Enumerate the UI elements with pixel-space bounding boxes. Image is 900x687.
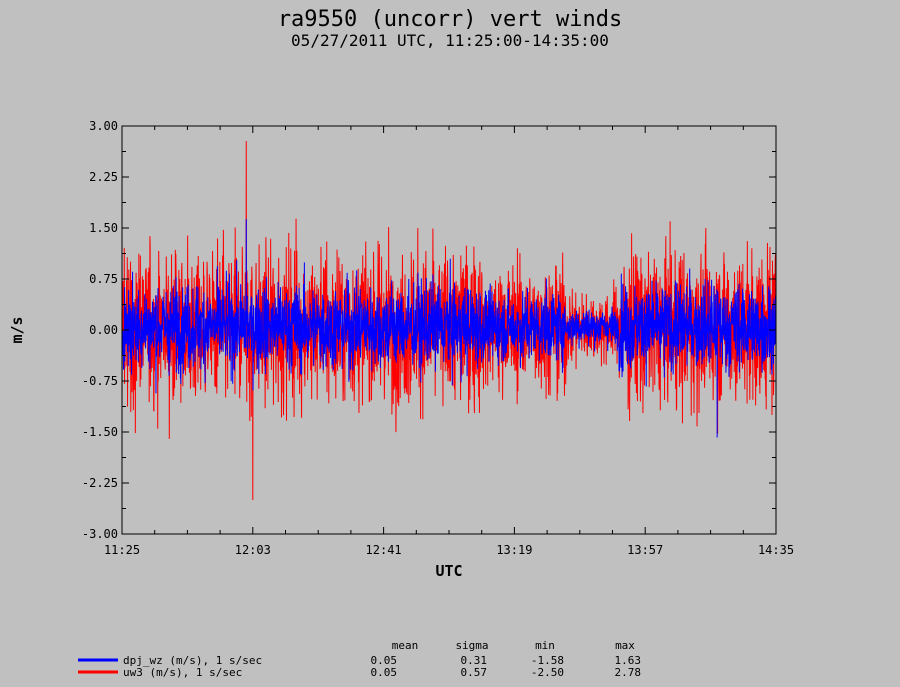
ticks-layer: 3.00 2.25 1.50 0.75 0.00 -0.75 -1.50 -2.25 -3.00… xyxy=(82,119,794,557)
x-tick-label: 12:41 xyxy=(366,543,402,557)
stat-min: -2.50 xyxy=(531,666,564,679)
y-tick: -1.50 xyxy=(82,425,776,439)
legend-label: dpj_wz (m/s), 1 s/sec xyxy=(123,654,262,667)
x-tick-label: 12:03 xyxy=(235,543,271,557)
series-layer xyxy=(121,140,777,501)
series-line-dpj-wz xyxy=(121,219,777,438)
stat-min: -1.58 xyxy=(531,654,564,667)
y-tick: -3.00 xyxy=(82,527,776,541)
y-tick-label: 0.00 xyxy=(89,323,118,337)
y-axis-label: m/s xyxy=(8,316,26,343)
x-tick-label: 11:25 xyxy=(104,543,140,557)
stat-max: 2.78 xyxy=(615,666,642,679)
y-tick-label: -3.00 xyxy=(82,527,118,541)
y-tick-label: -1.50 xyxy=(82,425,118,439)
y-tick-label: -2.25 xyxy=(82,476,118,490)
y-tick: -2.25 xyxy=(82,476,776,490)
y-tick: 0.00 xyxy=(89,323,776,337)
x-axis-label: UTC xyxy=(435,562,462,580)
stat-sigma: 0.31 xyxy=(461,654,488,667)
x-tick: 12:03 xyxy=(235,126,271,557)
x-tick-label: 13:19 xyxy=(496,543,532,557)
y-tick: 0.75 xyxy=(89,272,776,286)
x-tick: 13:57 xyxy=(627,126,663,557)
y-tick-label: 0.75 xyxy=(89,272,118,286)
x-tick: 12:41 xyxy=(366,126,402,557)
legend: mean sigma min max dpj_wz (m/s), 1 s/sec 0.05… xyxy=(78,639,641,679)
stat-sigma: 0.57 xyxy=(461,666,488,679)
y-tick: -0.75 xyxy=(82,374,776,388)
x-tick: 13:19 xyxy=(496,126,532,557)
y-tick-label: 3.00 xyxy=(89,119,118,133)
x-tick-label: 14:35 xyxy=(758,543,794,557)
y-tick-label: -0.75 xyxy=(82,374,118,388)
y-tick: 1.50 xyxy=(89,221,776,235)
y-tick-label: 1.50 xyxy=(89,221,118,235)
stats-header-sigma: sigma xyxy=(455,639,488,652)
stat-mean: 0.05 xyxy=(371,654,398,667)
legend-entry: dpj_wz (m/s), 1 s/sec 0.05 0.31 -1.58 1.63 xyxy=(78,654,641,667)
legend-label: uw3 (m/s), 1 s/sec xyxy=(123,666,242,679)
y-tick: 3.00 xyxy=(89,119,776,133)
stats-header-min: min xyxy=(535,639,555,652)
stats-header-max: max xyxy=(615,639,635,652)
x-tick: 11:25 xyxy=(104,126,140,557)
chart-subtitle: 05/27/2011 UTC, 11:25:00-14:35:00 xyxy=(291,31,609,50)
x-tick-label: 13:57 xyxy=(627,543,663,557)
y-tick-label: 2.25 xyxy=(89,170,118,184)
stat-mean: 0.05 xyxy=(371,666,398,679)
stat-max: 1.63 xyxy=(615,654,642,667)
stats-header-mean: mean xyxy=(392,639,419,652)
legend-entry: uw3 (m/s), 1 s/sec 0.05 0.57 -2.50 2.78 xyxy=(78,666,641,679)
chart-title: ra9550 (uncorr) vert winds xyxy=(278,7,622,32)
y-tick: 2.25 xyxy=(89,170,776,184)
x-tick: 14:35 xyxy=(758,126,794,557)
